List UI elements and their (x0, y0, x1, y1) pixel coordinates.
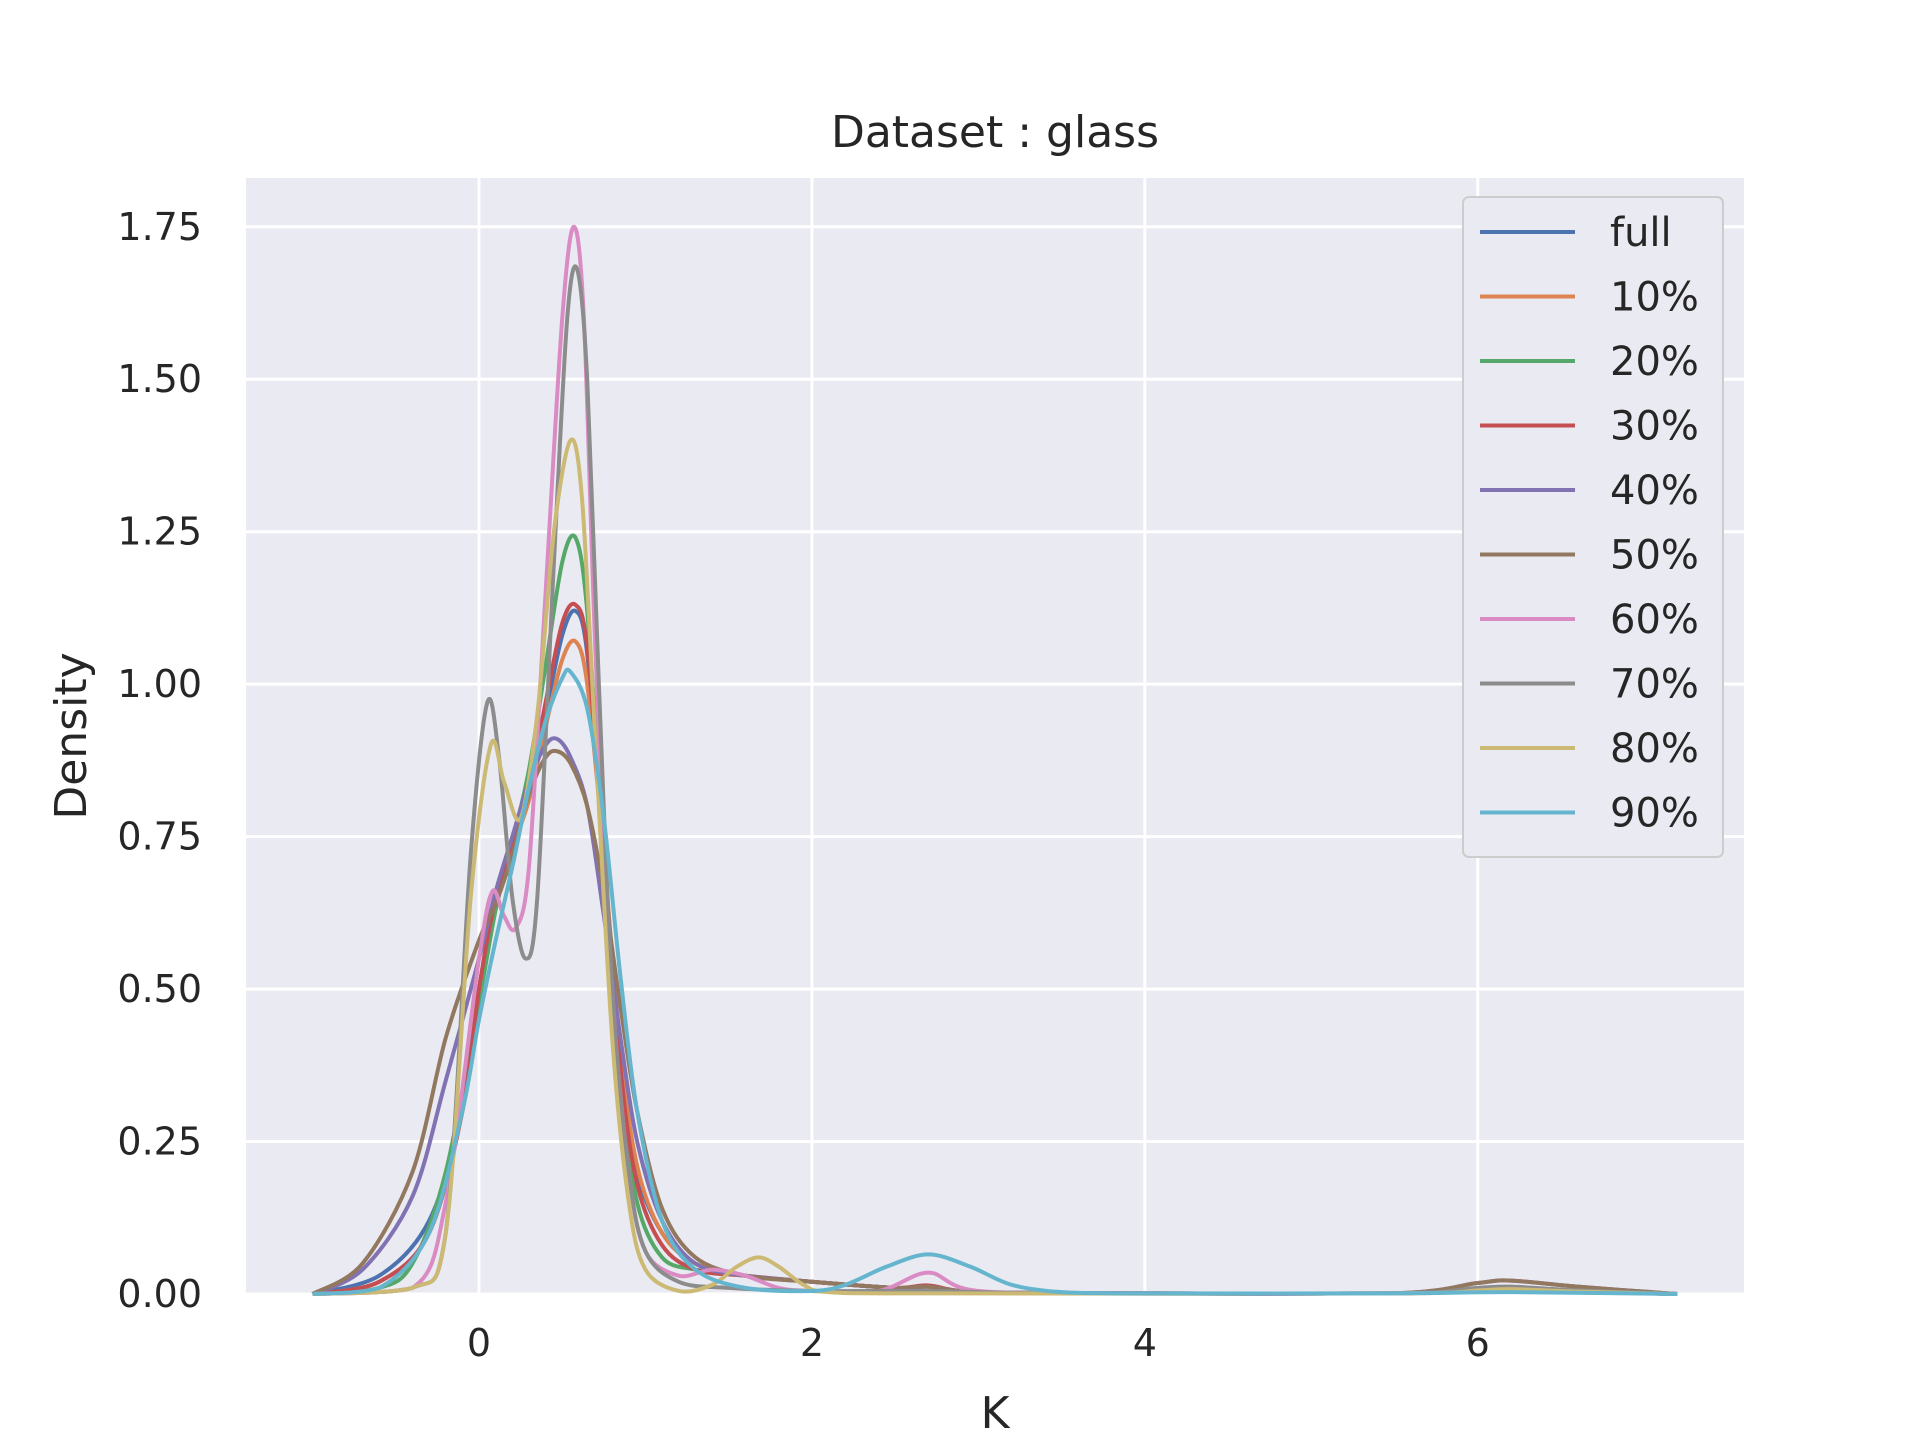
legend: full 10% 20% 30% 40% 50% 60% 70% 80% 90% (1462, 196, 1724, 858)
legend-items: full 10% 20% 30% 40% 50% 60% 70% 80% 90% (1480, 210, 1699, 837)
x-tick-label: 4 (1133, 1321, 1157, 1365)
chart-title: Dataset : glass (831, 107, 1159, 158)
y-tick-label: 0.25 (117, 1120, 202, 1164)
y-tick-label: 1.00 (117, 662, 202, 706)
y-tick-label: 1.50 (117, 357, 202, 401)
legend-label-full: full (1610, 210, 1672, 256)
y-tick-label: 0.75 (117, 815, 202, 859)
axis-ticks: 0 2 4 6 0.00 0.25 0.50 0.75 1.00 1.25 1.50 1.75 (117, 205, 1489, 1365)
x-tick-label: 0 (467, 1321, 491, 1365)
legend-label-20pct: 20% (1610, 339, 1699, 385)
legend-label-90pct: 90% (1610, 791, 1699, 837)
x-axis-label: K (981, 1388, 1011, 1439)
y-tick-label: 0.00 (117, 1272, 202, 1316)
series-lines (311, 224, 1678, 1296)
y-tick-label: 1.75 (117, 205, 202, 249)
legend-label-30pct: 30% (1610, 404, 1699, 450)
legend-label-10pct: 10% (1610, 275, 1699, 321)
series-line-90pct (312, 667, 1678, 1296)
y-axis-label: Density (46, 652, 97, 819)
legend-label-40pct: 40% (1610, 468, 1699, 514)
y-tick-label: 0.50 (117, 967, 202, 1011)
legend-label-60pct: 60% (1610, 597, 1699, 643)
x-tick-label: 2 (800, 1321, 824, 1365)
x-tick-label: 6 (1466, 1321, 1490, 1365)
legend-label-50pct: 50% (1610, 533, 1699, 579)
legend-label-80pct: 80% (1610, 726, 1699, 772)
legend-label-70pct: 70% (1610, 662, 1699, 708)
y-tick-label: 1.25 (117, 510, 202, 554)
